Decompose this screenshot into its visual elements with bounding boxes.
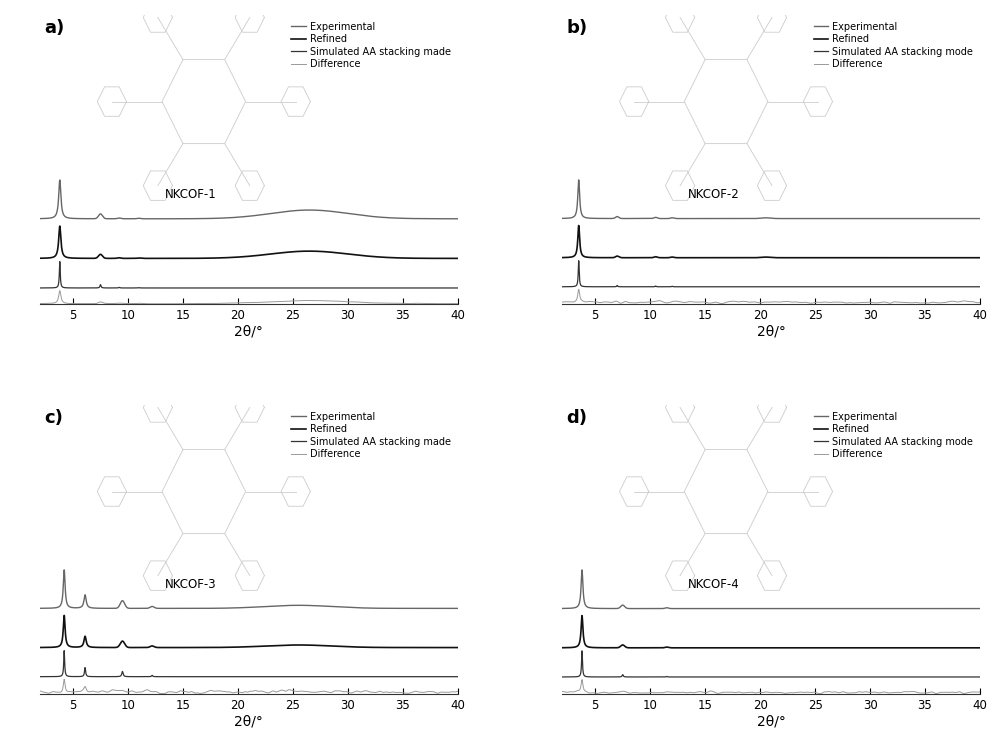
Text: a): a) <box>44 19 64 37</box>
X-axis label: 2θ/°: 2θ/° <box>234 715 263 728</box>
Legend: Experimental, Refined, Simulated AA stacking made, Difference: Experimental, Refined, Simulated AA stac… <box>290 20 453 71</box>
Legend: Experimental, Refined, Simulated AA stacking mode, Difference: Experimental, Refined, Simulated AA stac… <box>812 410 975 461</box>
Legend: Experimental, Refined, Simulated AA stacking mode, Difference: Experimental, Refined, Simulated AA stac… <box>812 20 975 71</box>
Text: b): b) <box>566 19 588 37</box>
Text: c): c) <box>44 410 63 427</box>
X-axis label: 2θ/°: 2θ/° <box>757 715 786 728</box>
Text: NKCOF-1: NKCOF-1 <box>165 188 217 201</box>
Text: NKCOF-2: NKCOF-2 <box>688 188 739 201</box>
Text: NKCOF-3: NKCOF-3 <box>165 578 217 592</box>
Text: d): d) <box>566 410 587 427</box>
Legend: Experimental, Refined, Simulated AA stacking made, Difference: Experimental, Refined, Simulated AA stac… <box>290 410 453 461</box>
Text: NKCOF-4: NKCOF-4 <box>688 578 739 592</box>
X-axis label: 2θ/°: 2θ/° <box>234 325 263 339</box>
X-axis label: 2θ/°: 2θ/° <box>757 325 786 339</box>
